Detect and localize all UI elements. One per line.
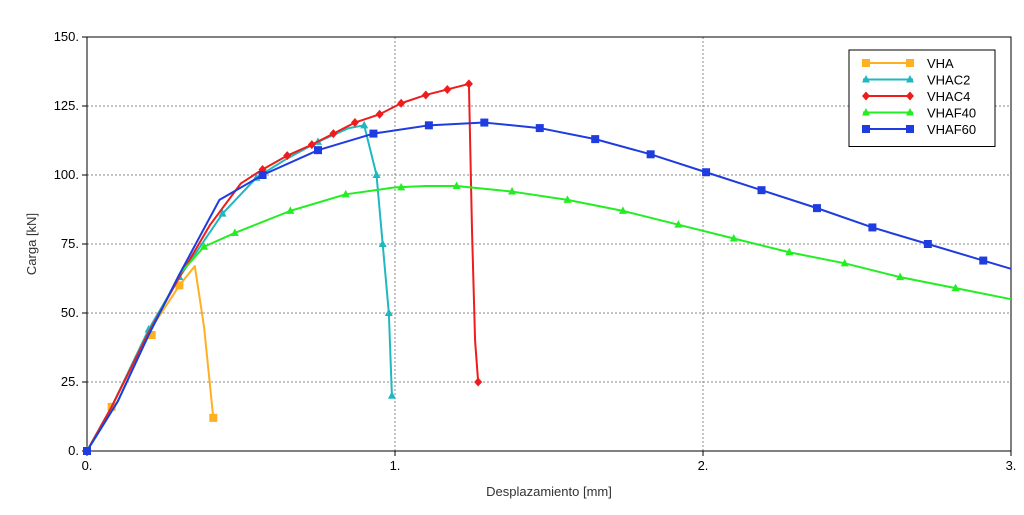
data-point-vhac4: [421, 90, 430, 100]
series-line-vhac4: [86, 82, 480, 452]
legend-box: [848, 49, 996, 147]
data-point-vhaf40: [341, 189, 350, 198]
series-vhac4: [83, 79, 483, 456]
data-point-vhac2: [384, 308, 393, 316]
series-line-vhac2: [86, 124, 393, 452]
data-point-vhaf40: [230, 228, 239, 236]
y-tick-label: 100.: [54, 167, 79, 182]
data-point-vhac4: [375, 109, 384, 119]
data-point-vhaf60: [369, 129, 378, 138]
legend-marker: [862, 91, 870, 101]
series-line-vhaf60: [86, 121, 1012, 452]
y-tick-label: 125.: [54, 98, 79, 113]
data-point-vhaf40: [286, 206, 295, 214]
y-axis-label: Carga [kN]: [24, 213, 39, 275]
data-point-vhaf60: [314, 146, 322, 155]
y-tick-label: 0.: [68, 443, 79, 458]
data-point-vhac4: [283, 151, 292, 161]
legend-entry-vhac4: VHAC4: [862, 89, 970, 104]
legend-marker: [906, 59, 914, 67]
series-layer: [83, 79, 1012, 456]
series-line-vha: [86, 265, 215, 452]
data-point-vhaf60: [258, 171, 267, 179]
data-point-vhac4: [464, 79, 473, 89]
y-tick-label: 50.: [61, 305, 79, 320]
data-point-vhaf40: [618, 206, 627, 214]
data-point-vha: [175, 281, 184, 290]
data-point-vhac2: [218, 209, 227, 217]
data-point-vhaf60: [923, 240, 932, 248]
x-tick-label: 2.: [698, 458, 709, 473]
data-point-vhaf60: [812, 204, 821, 213]
series-vhaf60: [83, 118, 1012, 455]
data-point-vhaf40: [785, 247, 794, 256]
data-point-vhaf60: [591, 135, 600, 144]
legend-marker: [906, 91, 914, 101]
y-tick-label: 150.: [54, 29, 79, 44]
legend-marker: [906, 108, 914, 116]
data-point-vhaf40: [951, 283, 960, 292]
data-point-vhaf60: [83, 447, 91, 455]
x-tick-label: 0.: [82, 458, 93, 473]
y-tick-label: 25.: [61, 374, 79, 389]
data-point-vhaf60: [868, 223, 877, 232]
x-axis-ticks: 0. 1. 2. 3.: [82, 451, 1017, 473]
data-point-vhac2: [387, 391, 396, 399]
data-point-vhaf60: [979, 256, 988, 265]
legend-label: VHA: [927, 56, 954, 71]
data-point-vhaf40: [397, 182, 406, 191]
series-vhaf40: [83, 181, 1012, 454]
data-point-vhac4: [307, 140, 316, 150]
legend-label: VHAF60: [927, 122, 976, 137]
legend-entry-vhac2: VHAC2: [862, 73, 970, 88]
y-axis-ticks: 0. 25. 50. 75. 100. 125. 150.: [54, 29, 87, 458]
data-point-vhaf60: [480, 118, 489, 127]
data-point-vhaf40: [200, 242, 209, 250]
legend-entry-vhaf60: VHAF60: [862, 122, 976, 137]
series-vhac2: [83, 120, 396, 454]
legend-marker: [862, 75, 870, 83]
x-tick-label: 3.: [1006, 458, 1017, 473]
data-point-vhaf60: [646, 150, 655, 159]
data-point-vhaf40: [729, 233, 738, 242]
data-point-vhac2: [360, 120, 369, 129]
legend-marker: [862, 108, 870, 116]
data-point-vhaf40: [896, 272, 905, 281]
data-point-vhac2: [372, 170, 381, 178]
data-point-vhac4: [397, 98, 406, 108]
data-point-vhaf40: [674, 220, 683, 228]
legend-label: VHAC4: [927, 89, 970, 104]
data-point-vhaf40: [563, 195, 572, 203]
x-axis-label: Desplazamiento [mm]: [486, 484, 612, 499]
data-point-vhaf40: [840, 258, 849, 267]
data-point-vhaf40: [508, 187, 517, 195]
data-point-vhac4: [329, 129, 338, 139]
data-point-vhaf60: [757, 186, 766, 195]
legend-marker: [906, 125, 914, 133]
legend-label: VHAC2: [927, 73, 970, 88]
data-point-vhaf40: [452, 181, 461, 190]
data-point-vha: [147, 331, 156, 340]
legend-entry-vhaf40: VHAF40: [862, 106, 976, 121]
data-point-vhac2: [378, 239, 387, 247]
data-point-vhaf60: [702, 168, 711, 177]
legend-marker: [906, 75, 914, 83]
legend-label: VHAF40: [927, 106, 976, 121]
data-point-vhac4: [474, 377, 483, 387]
data-point-vhaf60: [535, 124, 544, 133]
data-point-vhac4: [350, 118, 359, 128]
y-tick-label: 75.: [61, 236, 79, 251]
legend-marker: [862, 125, 870, 133]
data-point-vha: [209, 413, 218, 422]
legend-entry-vha: VHA: [862, 56, 954, 71]
legend-marker: [862, 59, 870, 67]
data-point-vhac4: [443, 84, 452, 94]
x-tick-label: 1.: [390, 458, 401, 473]
data-point-vhaf60: [424, 121, 433, 130]
